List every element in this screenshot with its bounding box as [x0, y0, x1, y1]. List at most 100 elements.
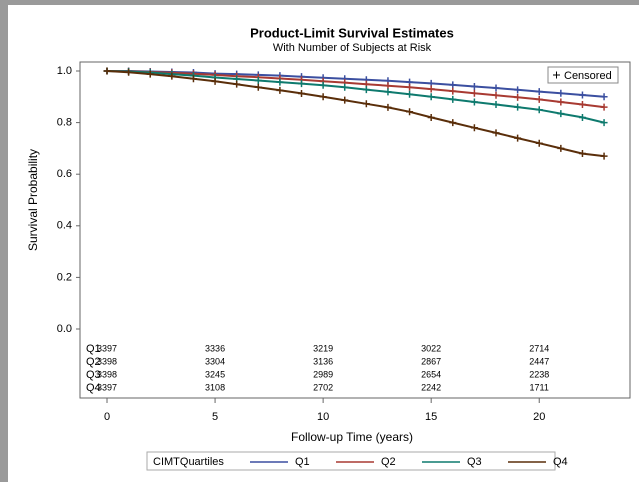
risk-count: 3245 [205, 369, 225, 379]
censor-marker [578, 113, 586, 121]
censor-marker [600, 152, 608, 160]
censor-marker [384, 103, 392, 111]
censor-marker [427, 113, 435, 121]
censor-marker [578, 150, 586, 158]
risk-count: 3398 [97, 369, 117, 379]
censor-marker [254, 83, 262, 91]
y-tick-label: 0.4 [57, 220, 72, 232]
censored-legend-label: Censored [564, 70, 612, 82]
censor-marker [189, 75, 197, 83]
risk-count: 1711 [530, 382, 549, 392]
legend-title: CIMTQuartiles [153, 456, 224, 468]
risk-count: 2242 [421, 382, 441, 392]
risk-count: 2447 [529, 356, 549, 366]
y-tick-label: 1.0 [57, 65, 72, 77]
censor-marker [557, 98, 565, 106]
legend-box [146, 451, 556, 471]
censor-marker [470, 124, 478, 132]
censor-marker [406, 108, 414, 116]
censor-marker [535, 88, 543, 96]
risk-count: 3397 [97, 343, 117, 353]
y-tick-label: 0.2 [57, 271, 72, 283]
censor-marker [427, 93, 435, 101]
censor-marker [125, 68, 133, 76]
censor-marker [535, 139, 543, 147]
risk-count: 3108 [205, 382, 225, 392]
censor-marker [406, 83, 414, 91]
risk-count: 3219 [313, 343, 333, 353]
censor-marker [341, 83, 349, 91]
censor-marker [341, 96, 349, 104]
censor-marker [449, 119, 457, 127]
censor-marker [146, 70, 154, 78]
risk-count: 2702 [313, 382, 333, 392]
survival-curve [106, 70, 605, 124]
censor-marker [362, 100, 370, 108]
censor-marker [362, 86, 370, 94]
y-axis-label: Survival Probability [26, 149, 40, 251]
censor-marker [492, 129, 500, 137]
censor-marker [557, 144, 565, 152]
censor-marker [470, 98, 478, 106]
chart-subtitle: With Number of Subjects at Risk [273, 42, 432, 54]
censor-marker [276, 86, 284, 94]
censor-marker [449, 87, 457, 95]
risk-count: 2867 [421, 356, 441, 366]
survival-curve [106, 70, 605, 158]
censor-marker [233, 80, 241, 88]
censor-marker [211, 77, 219, 85]
censor-marker [578, 101, 586, 109]
censor-marker [276, 78, 284, 86]
censor-marker [319, 93, 327, 101]
y-tick-label: 0.8 [57, 117, 72, 129]
legend-label: Q1 [295, 456, 310, 468]
frame-left [0, 0, 8, 482]
censor-marker [406, 90, 414, 98]
censor-marker [254, 77, 262, 85]
censor-marker [427, 85, 435, 93]
x-tick-label: 10 [317, 411, 329, 423]
censor-marker [514, 93, 522, 101]
legend-label: Q2 [381, 456, 396, 468]
censor-marker [470, 82, 478, 90]
chart-title: Product-Limit Survival Estimates [250, 25, 454, 40]
legend-label: Q4 [553, 456, 568, 468]
risk-row-label: Q4 [86, 382, 101, 394]
censor-marker [319, 81, 327, 89]
censor-marker [557, 89, 565, 97]
survival-curve [107, 70, 605, 98]
x-tick-label: 15 [425, 411, 437, 423]
censor-marker [384, 88, 392, 96]
censor-marker [449, 95, 457, 103]
censor-marker [535, 106, 543, 114]
censor-marker [514, 86, 522, 94]
risk-count: 2654 [421, 369, 441, 379]
risk-count: 3304 [205, 356, 225, 366]
censor-marker [492, 84, 500, 92]
risk-count: 3136 [313, 356, 333, 366]
censor-marker [514, 103, 522, 111]
risk-count: 2714 [529, 343, 549, 353]
risk-count: 3336 [205, 343, 225, 353]
censor-marker [492, 101, 500, 109]
censor-marker [449, 81, 457, 89]
x-axis-label: Follow-up Time (years) [291, 430, 413, 444]
censor-marker [384, 82, 392, 90]
legend-label: Q3 [467, 456, 482, 468]
censored-legend-marker [553, 71, 560, 79]
risk-count: 2238 [529, 369, 549, 379]
survival-curve [106, 70, 605, 109]
y-tick-label: 0.0 [57, 323, 72, 335]
censor-marker [168, 72, 176, 80]
censor-marker [578, 91, 586, 99]
censor-marker [514, 134, 522, 142]
censor-marker [600, 93, 608, 101]
x-tick-label: 0 [104, 411, 110, 423]
censor-marker [103, 67, 111, 75]
x-tick-label: 5 [212, 411, 218, 423]
frame-top [0, 0, 639, 5]
risk-count: 3397 [97, 382, 117, 392]
risk-count: 3022 [421, 343, 441, 353]
censor-marker [298, 89, 306, 97]
censor-marker [470, 89, 478, 97]
